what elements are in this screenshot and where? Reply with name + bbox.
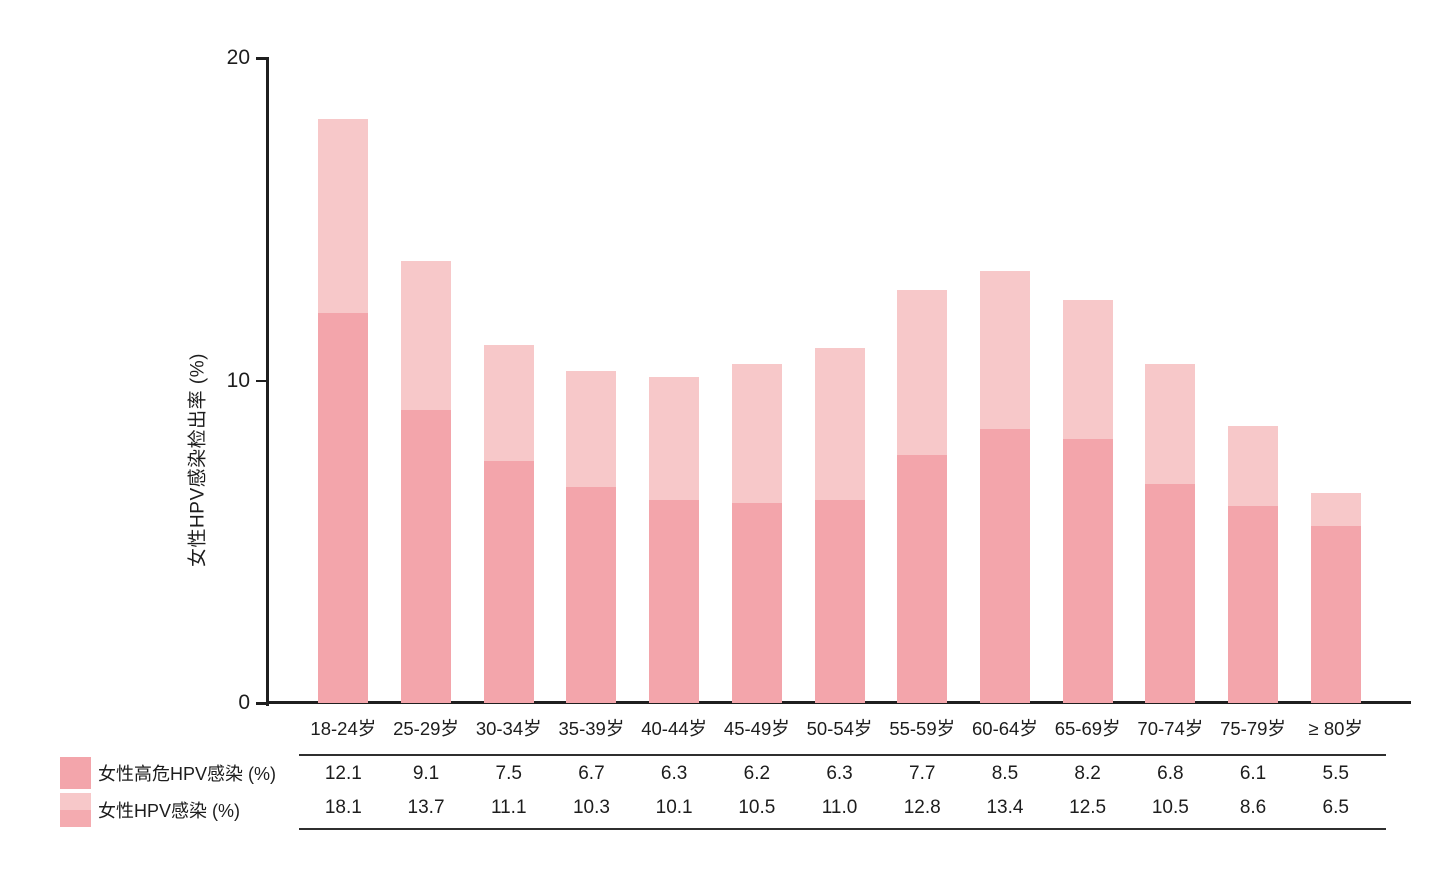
y-tick-label: 20 bbox=[226, 46, 250, 69]
legend-label-high-risk: 女性高危HPV感染 (%) bbox=[98, 764, 277, 784]
table-cell-high-risk-70-74岁: 6.8 bbox=[1157, 763, 1184, 784]
bar-18-24岁 bbox=[318, 119, 369, 703]
table-cell-high-risk-40-44岁: 6.3 bbox=[660, 763, 688, 784]
table-cell-total-70-74岁: 10.5 bbox=[1151, 797, 1189, 818]
y-axis-line bbox=[266, 57, 269, 706]
table-cell-high-risk-60-64岁: 8.5 bbox=[991, 763, 1019, 784]
x-axis-label-45-49岁: 45-49岁 bbox=[723, 718, 790, 739]
x-axis-label-50-54岁: 50-54岁 bbox=[806, 718, 873, 739]
table-cell-high-risk-35-39岁: 6.7 bbox=[578, 763, 605, 784]
table-cell-high-risk-45-49岁: 6.2 bbox=[743, 763, 771, 784]
table-cell-total-40-44岁: 10.1 bbox=[655, 797, 693, 818]
bar-75-79岁 bbox=[1228, 425, 1279, 703]
table-cell-total-35-39岁: 10.3 bbox=[572, 797, 610, 818]
table-cell-high-risk-25-29岁: 9.1 bbox=[412, 763, 440, 784]
bar-high-risk-segment-70-74岁 bbox=[1145, 483, 1196, 703]
table-cell-high-risk-65-69岁: 8.2 bbox=[1074, 763, 1101, 784]
bar-high-risk-segment-55-59岁 bbox=[897, 454, 948, 703]
x-axis-label-65-69岁: 65-69岁 bbox=[1054, 718, 1121, 739]
bar-high-risk-segment-35-39岁 bbox=[566, 486, 617, 703]
legend-swatch-total-icon bbox=[60, 793, 91, 827]
table-cell-total-25-29岁: 13.7 bbox=[407, 797, 445, 818]
table-cell-high-risk-18-24岁: 12.1 bbox=[324, 763, 362, 784]
legend-label-total: 女性HPV感染 (%) bbox=[98, 801, 241, 821]
bar-30-34岁 bbox=[483, 345, 534, 703]
y-tick-label: 0 bbox=[238, 691, 250, 714]
bar-high-risk-segment-65-69岁 bbox=[1062, 438, 1113, 703]
bar-50-54岁 bbox=[814, 348, 865, 703]
y-tick-mark bbox=[256, 379, 266, 382]
y-tick-label: 10 bbox=[226, 368, 250, 392]
x-axis-label-30-34岁: 30-34岁 bbox=[475, 718, 542, 739]
bar-high-risk-segment-25-29岁 bbox=[401, 409, 452, 703]
x-axis-label-≥ 80岁: ≥ 80岁 bbox=[1308, 718, 1363, 739]
x-axis-label-18-24岁: 18-24岁 bbox=[310, 718, 377, 739]
bar-high-risk-segment-30-34岁 bbox=[483, 461, 534, 703]
legend-item-high-risk: 女性高危HPV感染 (%) bbox=[60, 757, 276, 789]
bar-70-74岁 bbox=[1145, 364, 1196, 703]
table-cell-high-risk-30-34岁: 7.5 bbox=[495, 763, 522, 784]
table-cell-total-≥ 80岁: 6.5 bbox=[1322, 797, 1349, 818]
bar-≥ 80岁 bbox=[1310, 493, 1361, 703]
bar-high-risk-segment-45-49岁 bbox=[731, 503, 782, 703]
x-axis-label-35-39岁: 35-39岁 bbox=[558, 718, 625, 739]
y-tick-mark bbox=[256, 57, 266, 60]
table-cell-total-45-49岁: 10.5 bbox=[738, 797, 776, 818]
table-bottom-rule bbox=[299, 828, 1386, 830]
legend-item-total: 女性HPV感染 (%) bbox=[60, 793, 240, 827]
bar-55-59岁 bbox=[897, 290, 948, 703]
bar-high-risk-segment-≥ 80岁 bbox=[1310, 525, 1361, 703]
table-cell-total-75-79岁: 8.6 bbox=[1239, 797, 1267, 818]
bar-25-29岁 bbox=[401, 261, 452, 703]
bar-high-risk-segment-60-64岁 bbox=[979, 428, 1030, 703]
x-axis-label-75-79岁: 75-79岁 bbox=[1220, 718, 1286, 739]
x-axis-label-60-64岁: 60-64岁 bbox=[972, 718, 1038, 739]
bar-40-44岁 bbox=[649, 377, 700, 703]
bar-45-49岁 bbox=[731, 364, 782, 703]
table-cell-total-30-34岁: 11.1 bbox=[490, 797, 527, 818]
table-cell-high-risk-50-54岁: 6.3 bbox=[826, 763, 853, 784]
bar-65-69岁 bbox=[1062, 299, 1113, 703]
x-axis-label-40-44岁: 40-44岁 bbox=[641, 718, 708, 739]
legend-swatch-high-risk-icon bbox=[60, 757, 91, 789]
bar-60-64岁 bbox=[979, 270, 1030, 703]
bar-high-risk-segment-18-24岁 bbox=[318, 312, 369, 703]
y-tick-mark bbox=[256, 702, 266, 705]
bar-high-risk-segment-40-44岁 bbox=[649, 499, 700, 703]
x-axis-label-70-74岁: 70-74岁 bbox=[1137, 718, 1204, 739]
x-axis-label-25-29岁: 25-29岁 bbox=[393, 718, 459, 739]
table-cell-total-50-54岁: 11.0 bbox=[821, 797, 858, 818]
table-cell-high-risk-75-79岁: 6.1 bbox=[1239, 763, 1267, 784]
table-cell-total-60-64岁: 13.4 bbox=[986, 797, 1024, 818]
table-cell-high-risk-55-59岁: 7.7 bbox=[909, 763, 936, 784]
table-cell-high-risk-≥ 80岁: 5.5 bbox=[1322, 763, 1349, 784]
table-cell-total-65-69岁: 12.5 bbox=[1069, 797, 1107, 818]
table-cell-total-55-59岁: 12.8 bbox=[903, 797, 941, 818]
bar-high-risk-segment-50-54岁 bbox=[814, 499, 865, 703]
table-top-rule bbox=[299, 754, 1386, 756]
table-cell-total-18-24岁: 18.1 bbox=[324, 797, 362, 818]
x-axis-label-55-59岁: 55-59岁 bbox=[889, 718, 956, 739]
bar-high-risk-segment-75-79岁 bbox=[1228, 506, 1279, 703]
bar-35-39岁 bbox=[566, 370, 617, 703]
